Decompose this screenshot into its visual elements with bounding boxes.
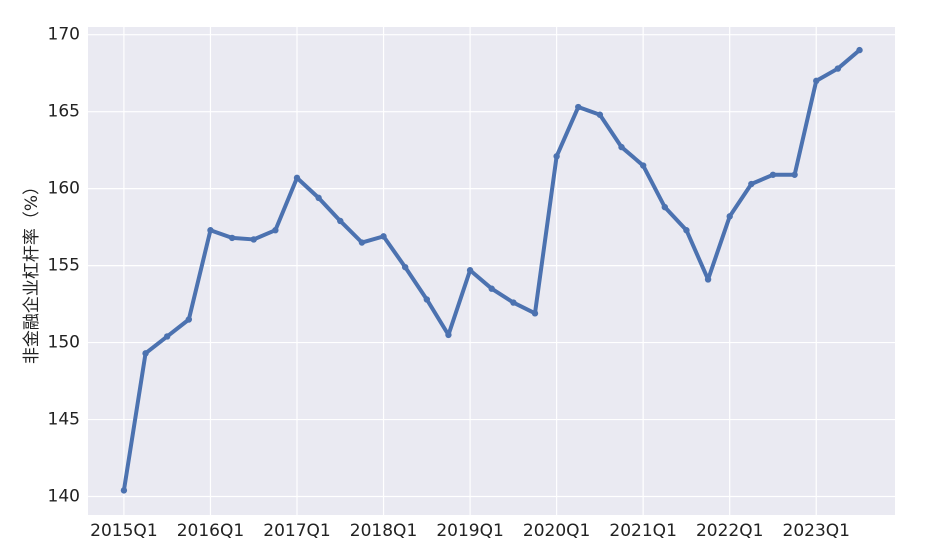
point: [142, 350, 149, 357]
point: [293, 174, 301, 182]
x-tick-label: 2019Q1: [436, 521, 503, 541]
point: [791, 171, 798, 178]
point: [683, 227, 690, 234]
y-tick-label: 155: [48, 256, 80, 276]
point: [596, 111, 604, 118]
point: [856, 46, 863, 54]
point: [661, 203, 668, 211]
x-tick-label: 2016Q1: [177, 521, 244, 541]
x-tick-label: 2023Q1: [783, 521, 850, 541]
point: [358, 239, 366, 246]
y-tick-label: 160: [48, 179, 80, 199]
point: [813, 77, 820, 85]
point: [639, 162, 647, 169]
point: [834, 65, 842, 72]
x-tick-label: 2021Q1: [609, 521, 676, 541]
plot-area: [88, 27, 895, 515]
y-tick-label: 150: [48, 333, 80, 353]
point: [748, 180, 755, 188]
point: [207, 227, 214, 234]
point: [163, 333, 171, 340]
point: [337, 217, 344, 225]
x-tick-label: 2017Q1: [263, 521, 330, 541]
y-axis-label: 非金融企业杠杆率（%）: [22, 178, 42, 364]
x-tick-label: 2022Q1: [696, 521, 763, 541]
point: [704, 276, 712, 283]
point: [272, 227, 279, 234]
x-tick-label: 2015Q1: [90, 521, 157, 541]
point: [423, 296, 431, 303]
point: [553, 153, 560, 160]
point: [769, 171, 777, 178]
point: [575, 103, 582, 111]
point: [618, 143, 625, 151]
point: [726, 213, 733, 220]
y-tick-label: 140: [48, 487, 80, 507]
y-tick-label: 145: [48, 410, 80, 430]
point: [488, 285, 495, 292]
x-tick-label: 2018Q1: [350, 521, 417, 541]
point: [250, 236, 257, 243]
point: [120, 487, 128, 494]
point: [315, 194, 322, 202]
y-tick-label: 170: [48, 25, 80, 45]
point: [185, 316, 193, 323]
point: [510, 299, 517, 306]
point: [466, 267, 474, 274]
point: [228, 234, 236, 242]
point: [380, 233, 387, 240]
point: [445, 331, 452, 339]
point: [401, 263, 409, 271]
y-tick-label: 165: [48, 102, 80, 122]
point: [531, 310, 539, 317]
x-tick-label: 2020Q1: [523, 521, 590, 541]
